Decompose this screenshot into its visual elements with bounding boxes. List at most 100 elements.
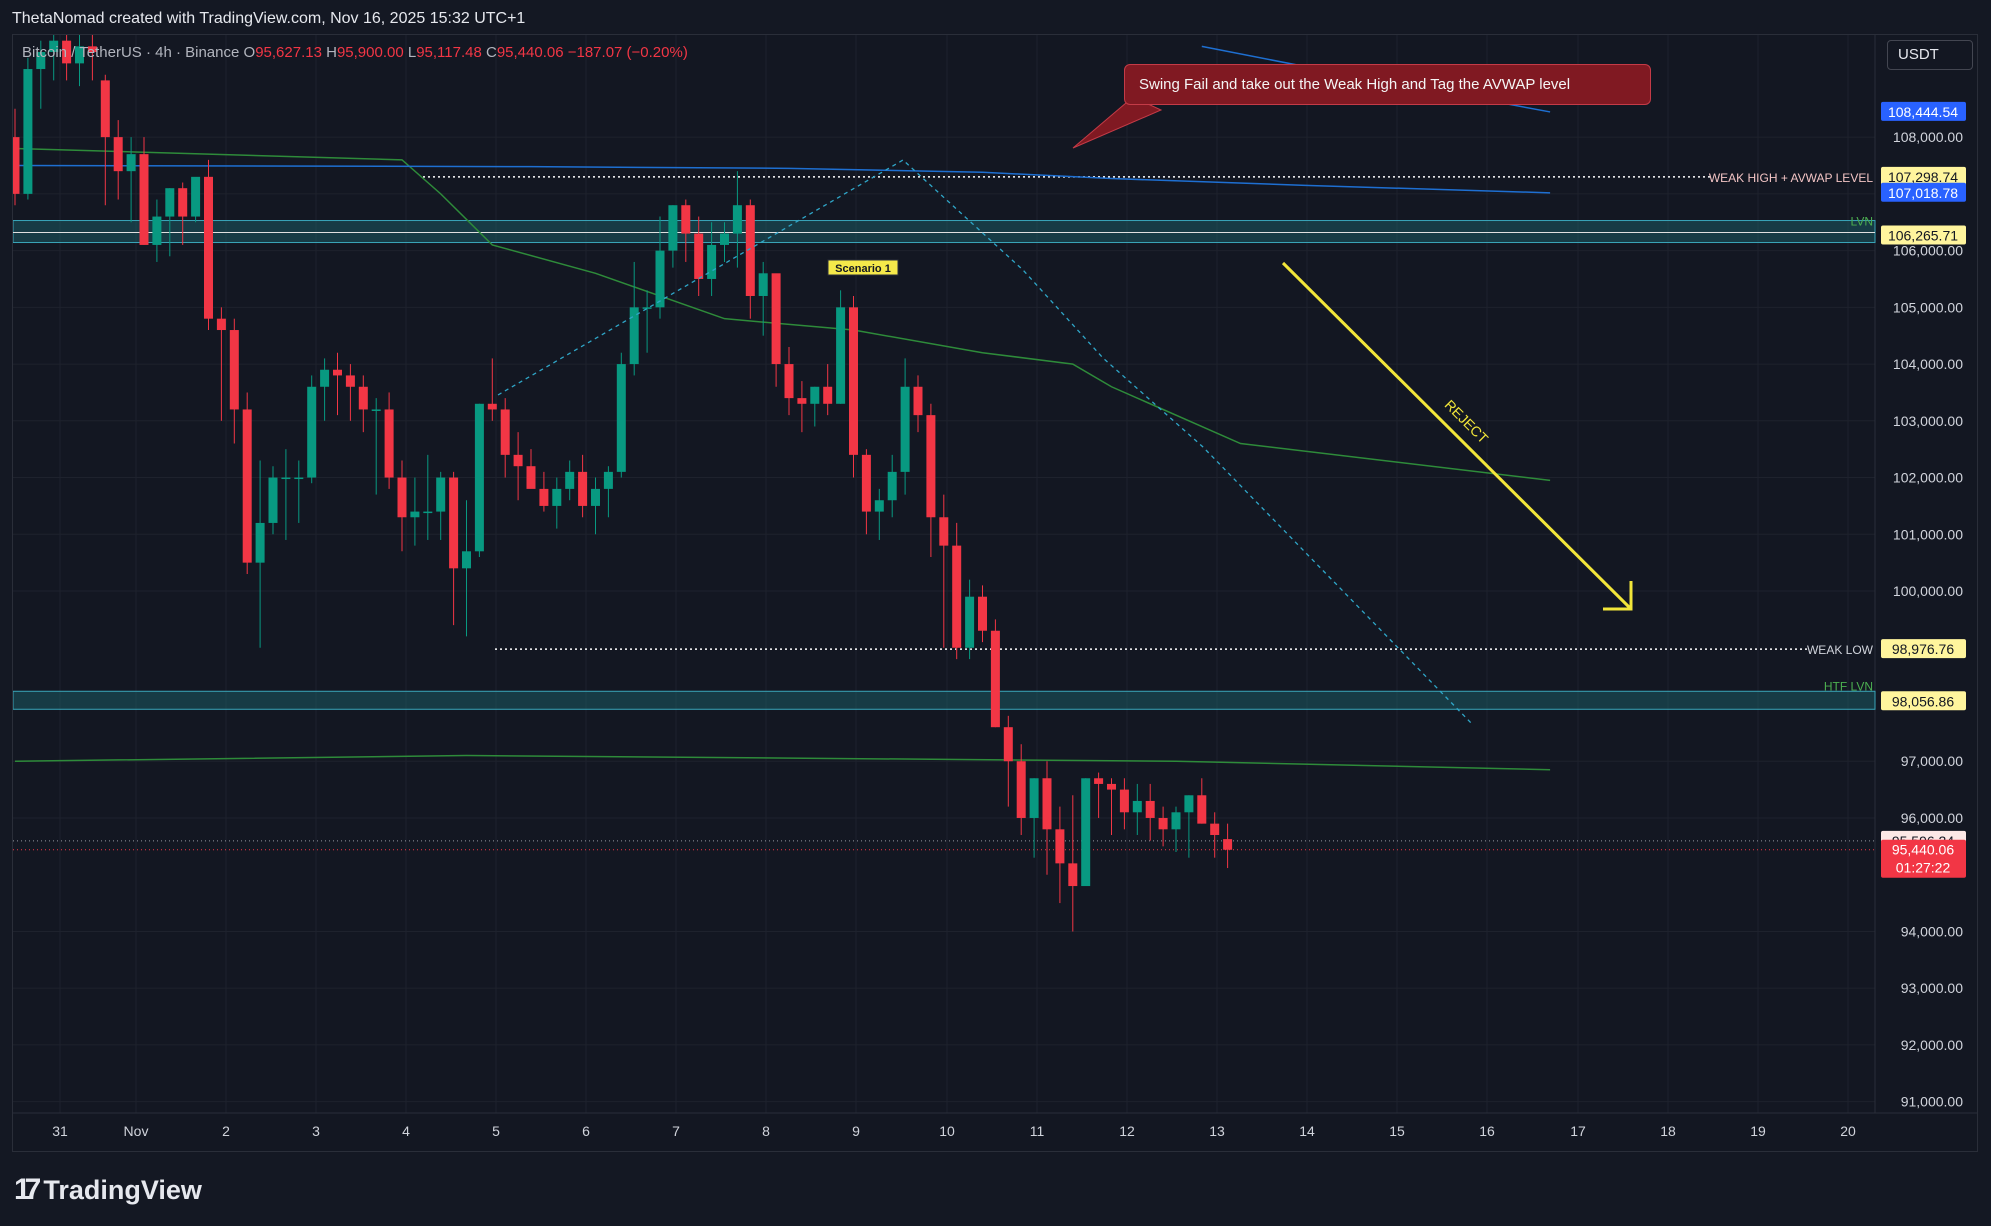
x-tick-label: 11	[1030, 1123, 1045, 1139]
candle-body	[191, 176, 201, 217]
htf-lvn-zone	[13, 690, 1876, 710]
price-badge	[1881, 839, 1966, 878]
change-value: −187.07 (−0.20%)	[567, 44, 688, 61]
y-tick-label: 97,000.00	[1901, 753, 1963, 769]
candle-body	[823, 386, 833, 404]
candle-body	[1055, 829, 1065, 864]
candle-body	[126, 154, 136, 172]
candle-body	[771, 273, 781, 365]
x-tick-label: 20	[1840, 1123, 1856, 1139]
candle-body	[204, 176, 213, 319]
y-tick-label: 102,000.00	[1893, 470, 1963, 486]
x-tick-label: 4	[402, 1123, 410, 1139]
candle-body	[1158, 817, 1168, 830]
x-tick-label: 17	[1570, 1123, 1586, 1139]
candle-body	[1210, 823, 1220, 835]
x-tick-label: 8	[762, 1123, 770, 1139]
candle-body	[23, 69, 33, 194]
candle-body	[797, 398, 807, 404]
price-badge	[1881, 225, 1966, 245]
candle-body	[294, 477, 304, 480]
symbol-legend[interactable]: Bitcoin / TetherUS · 4h · Binance O95,62…	[22, 44, 688, 61]
candle-body	[49, 40, 59, 53]
candle-body	[139, 154, 149, 245]
candle-body	[1016, 761, 1026, 818]
candle-body	[1171, 812, 1181, 830]
x-tick-label: 15	[1389, 1123, 1405, 1139]
candle-body	[384, 409, 394, 478]
candle-body	[758, 273, 768, 296]
reject-arrowhead	[1603, 581, 1633, 611]
candle-body	[616, 364, 626, 472]
candle-body	[281, 477, 291, 480]
y-tick-label: 106,000.00	[1893, 243, 1963, 259]
y-tick-label: 101,000.00	[1893, 526, 1963, 542]
candle-body	[1107, 783, 1116, 790]
candle-body	[655, 250, 665, 308]
price-badge	[1881, 101, 1966, 121]
candle-body	[36, 52, 46, 70]
reject-arrow	[1281, 261, 1633, 611]
y-tick-label: 93,000.00	[1901, 980, 1963, 996]
candle-body	[887, 471, 897, 501]
candle-body	[552, 488, 562, 506]
candle-body	[436, 477, 446, 512]
x-tick-label: 2	[222, 1123, 230, 1139]
candle-body	[1029, 778, 1039, 818]
candle-body	[1094, 778, 1104, 784]
candle-body	[603, 471, 613, 489]
candle-body	[939, 517, 949, 546]
price-badge-label: 95,440.06	[1892, 842, 1954, 858]
candle-body	[874, 500, 884, 512]
x-tick-label: 12	[1119, 1123, 1135, 1139]
candle-body	[345, 375, 355, 387]
candle-body	[732, 205, 742, 234]
scenario-label: Scenario 1	[835, 263, 891, 275]
candle-body	[216, 318, 226, 331]
candle-body	[707, 244, 717, 279]
candle-body	[307, 386, 317, 478]
currency-selector-button[interactable]: USDT	[1887, 40, 1973, 70]
candle-body	[1184, 795, 1194, 813]
candle-body	[668, 205, 678, 251]
candle-body	[513, 454, 523, 467]
x-tick-label: 7	[672, 1123, 680, 1139]
candle-body	[397, 477, 407, 518]
candle-body	[784, 364, 794, 399]
x-tick-label: 6	[582, 1123, 590, 1139]
tradingview-logo[interactable]: 17 TradingView	[14, 1172, 202, 1208]
y-tick-label: 100,000.00	[1893, 583, 1963, 599]
close-label: C	[485, 44, 497, 61]
avwap-line	[14, 164, 1551, 194]
candle-body	[178, 188, 188, 217]
price-chart[interactable]: 31 Nov 2 3 4 5 6 7 8 9 10 11 12 13 14 15 16 17 18 19 20 108,0…	[13, 35, 1978, 1151]
candle-body	[694, 233, 704, 279]
candle-body	[990, 630, 1000, 728]
y-tick-label: 94,000.00	[1901, 923, 1963, 939]
candle-body	[836, 307, 846, 404]
swing-fail-callout[interactable]: Swing Fail and take out the Weak High an…	[1124, 64, 1651, 105]
scenario-label-box	[827, 259, 899, 276]
close-value: 95,440.06	[496, 44, 564, 61]
candle-body	[255, 522, 265, 563]
x-tick-label: Nov	[124, 1123, 149, 1139]
tradingview-logo-icon: 17	[14, 1173, 41, 1206]
candle-body	[591, 488, 600, 506]
y-tick-label: 91,000.00	[1901, 1094, 1963, 1110]
candle-body	[358, 386, 368, 410]
candle-body	[410, 511, 420, 518]
y-tick-label: 108,000.00	[1893, 129, 1963, 145]
countdown-label: 01:27:22	[1896, 860, 1951, 876]
tradingview-brand-text: TradingView	[43, 1174, 202, 1205]
open-value: 95,627.13	[255, 44, 322, 61]
candle-body	[565, 471, 575, 489]
candle-body	[926, 415, 936, 518]
x-tick-label: 10	[939, 1123, 955, 1139]
low-value: 95,117.48	[416, 44, 482, 61]
candle-body	[1003, 727, 1013, 762]
candle-body	[152, 216, 162, 245]
candle-body	[423, 511, 433, 514]
candle-body	[1197, 795, 1207, 824]
y-tick-label: 96,000.00	[1901, 810, 1963, 826]
candle-body	[1223, 839, 1233, 850]
